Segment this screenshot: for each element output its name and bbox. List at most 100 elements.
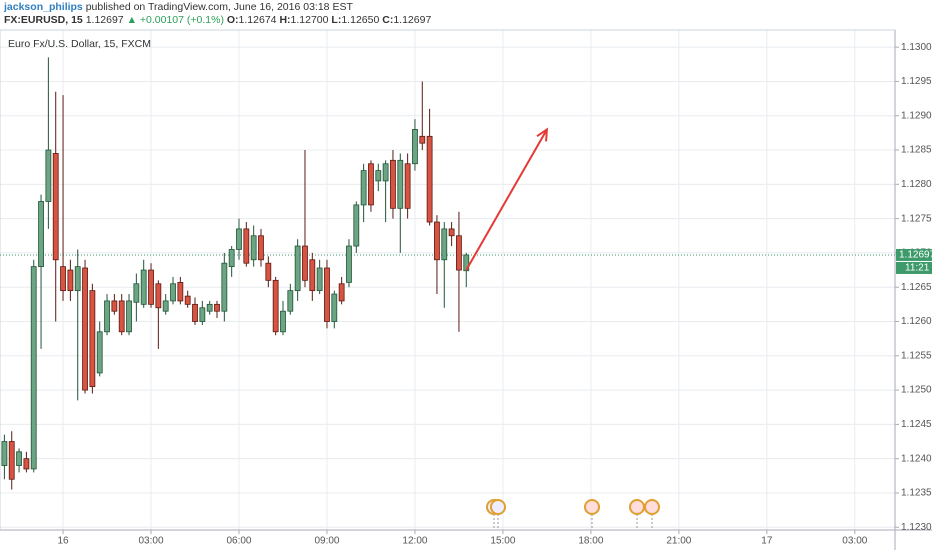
chart-title: Euro Fx/U.S. Dollar, 15, FXCM — [8, 38, 151, 50]
candle-body — [162, 300, 169, 312]
candle-body — [368, 163, 374, 206]
candle-body — [228, 249, 235, 268]
y-tick-label: 1.12950 — [901, 76, 932, 87]
price-label: 1.12697 — [899, 250, 932, 261]
candle-body — [404, 163, 411, 209]
price-label-box — [896, 248, 932, 261]
candle-body — [463, 254, 470, 272]
candle-body — [236, 228, 242, 250]
l: 1.12650 — [341, 14, 380, 26]
o: 1.12674 — [238, 14, 277, 26]
header: jackson_philips published on TradingView… — [4, 1, 431, 27]
candle-body — [155, 283, 162, 309]
plot-frame — [0, 29, 896, 531]
x-tick-label: 17 — [761, 536, 773, 547]
candle-body — [331, 293, 338, 322]
y-tick-label: 1.12800 — [901, 179, 932, 190]
x-tick-label: 03:00 — [139, 536, 164, 547]
candle-body — [118, 300, 125, 333]
candle-body — [214, 303, 220, 312]
c: 1.12697 — [393, 14, 432, 26]
author[interactable]: jackson_philips — [4, 1, 83, 13]
y-tick-label: 1.12350 — [901, 488, 932, 499]
event-icon[interactable] — [584, 499, 600, 515]
candle-body — [74, 266, 81, 292]
header-line-1: jackson_philips published on TradingView… — [4, 1, 431, 14]
candle-body — [316, 267, 323, 292]
y-tick-label: 1.12650 — [901, 282, 932, 293]
candle-body — [140, 269, 147, 305]
candle-body — [30, 266, 37, 470]
candle-body — [8, 441, 15, 480]
candle-body — [89, 290, 96, 388]
y-tick-label: 1.12500 — [901, 385, 932, 396]
candle-body — [148, 269, 154, 305]
y-tick-label: 1.12300 — [901, 522, 932, 533]
candle-body — [338, 283, 345, 302]
candle-body — [243, 228, 250, 264]
h: 1.12700 — [290, 14, 329, 26]
candle-body — [302, 245, 308, 281]
l-label: L: — [331, 14, 342, 26]
candle-body — [353, 204, 360, 247]
candle-body — [324, 267, 330, 322]
candle-body — [265, 262, 272, 281]
change: ▲ +0.00107 (+0.1%) — [126, 14, 224, 26]
x-tick-label: 18:00 — [578, 536, 603, 547]
x-tick-label: 16 — [57, 536, 69, 547]
candle-body — [60, 266, 66, 292]
candle-body — [250, 235, 257, 261]
candle-body — [206, 303, 213, 312]
candle-body — [104, 300, 110, 333]
candle-body — [258, 235, 264, 261]
countdown-box — [896, 261, 932, 274]
x-tick-label: 09:00 — [314, 536, 339, 547]
header-line-2: FX:EURUSD, 15 1.12697 ▲ +0.00107 (+0.1%)… — [4, 14, 431, 27]
candle-body — [419, 135, 426, 144]
candle-body — [96, 331, 103, 374]
candle-body — [382, 163, 389, 182]
candle-body — [177, 282, 184, 302]
candle-body — [23, 458, 30, 470]
candle-body — [309, 259, 316, 292]
arrow-head — [536, 127, 549, 142]
candle-body — [192, 303, 198, 322]
event-icon[interactable] — [629, 499, 645, 515]
candle-body — [397, 159, 404, 209]
y-tick-label: 1.12400 — [901, 453, 932, 464]
published: published on TradingView.com, June 16, 2… — [85, 1, 353, 13]
x-tick-label: 21:00 — [666, 536, 691, 547]
c-label: C: — [382, 14, 394, 26]
event-icon[interactable] — [644, 499, 660, 515]
candle-body — [67, 269, 74, 292]
candle-body — [294, 245, 301, 292]
arrow — [465, 128, 548, 271]
candle-body — [38, 201, 44, 268]
h-label: H: — [279, 14, 291, 26]
grid — [0, 30, 895, 530]
candle-body — [133, 283, 140, 303]
event-markers — [486, 499, 660, 530]
candle-body — [390, 159, 396, 209]
candle-body — [346, 245, 352, 283]
event-icon[interactable] — [490, 499, 506, 515]
y-tick-label: 1.13000 — [901, 42, 932, 53]
x-tick-label: 15:00 — [490, 536, 515, 547]
candle-body — [184, 295, 191, 305]
candle-body — [170, 283, 176, 302]
o-label: O: — [226, 14, 239, 26]
candle-body — [111, 300, 118, 312]
candle-body — [434, 221, 440, 261]
candle-body — [16, 451, 22, 466]
y-tick-label: 1.12750 — [901, 213, 932, 224]
candle-body — [448, 228, 455, 237]
countdown: 11:21 — [905, 263, 930, 274]
candle-body — [126, 300, 132, 333]
x-tick-label: 12:00 — [402, 536, 427, 547]
x-tick-label: 06:00 — [226, 536, 251, 547]
candle-body — [45, 149, 52, 202]
y-tick-label: 1.12850 — [901, 145, 932, 156]
candle-body — [82, 267, 88, 391]
x-tick-label: 03:00 — [842, 536, 867, 547]
